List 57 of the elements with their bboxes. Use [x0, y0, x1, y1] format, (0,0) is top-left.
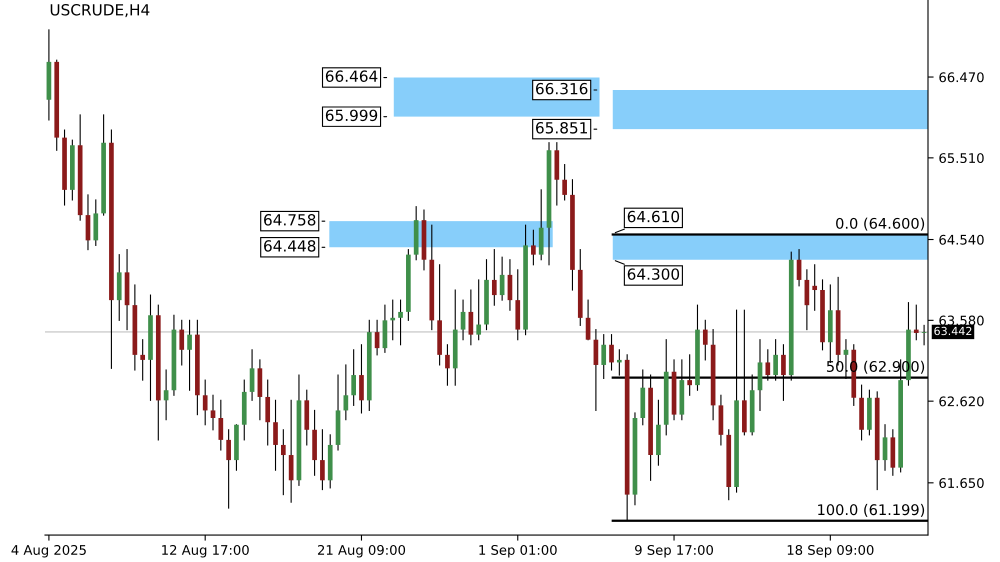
candlestick: [273, 400, 278, 471]
candlestick: [702, 320, 708, 360]
candlestick: [531, 230, 536, 266]
candlestick: [882, 424, 888, 471]
candlestick: [398, 300, 403, 346]
x-tick-label: 21 Aug 09:00: [318, 544, 406, 558]
x-tick-label: 9 Sep 17:00: [635, 544, 713, 558]
candlestick: [140, 339, 146, 381]
candlestick: [492, 249, 497, 306]
candlestick: [187, 320, 192, 391]
chart-title: USCRUDE,H4: [50, 4, 150, 18]
candlestick: [468, 289, 474, 346]
candlestick: [179, 320, 184, 366]
candlestick: [202, 380, 208, 426]
annotation: 66.316: [536, 82, 588, 94]
candlestick: [344, 364, 348, 420]
candlestick: [796, 249, 802, 286]
y-tick-label: 64.540: [939, 234, 984, 245]
y-tick-label: 63.580: [939, 316, 984, 326]
candlestick: [562, 164, 567, 201]
annotation: 64.610: [628, 210, 680, 222]
candlestick: [320, 429, 325, 490]
annotation: 64.758: [264, 214, 316, 226]
x-tick-label: 1 Sep 01:00: [479, 544, 557, 558]
y-tick-label: 61.650: [939, 478, 984, 488]
candlestick: [390, 300, 396, 340]
candlestick: [476, 279, 482, 340]
candlestick: [914, 304, 919, 340]
candlestick: [164, 369, 168, 420]
y-tick-label: 65.510: [939, 153, 984, 164]
annotation: 64.448: [264, 240, 316, 252]
candlestick: [218, 400, 224, 451]
candlestick: [226, 429, 231, 509]
candlestick: [601, 334, 606, 379]
candlestick: [210, 394, 216, 430]
annotation: 64.300: [628, 268, 680, 280]
candlestick: [812, 264, 818, 311]
annotation: 65.851: [536, 122, 587, 134]
candlestick: [374, 320, 380, 356]
y-tick-label: 66.470: [939, 72, 984, 82]
annotation: 66.464: [326, 70, 378, 82]
candlestick: [586, 300, 590, 340]
candlestick: [280, 429, 286, 496]
annotation: 65.999: [326, 110, 378, 122]
x-tick-label: 12 Aug 17:00: [162, 544, 249, 558]
candlestick: [351, 349, 356, 406]
candlestick: [250, 349, 254, 401]
x-tick-label: 4 Aug 2025: [11, 544, 86, 558]
candlestick: [500, 256, 504, 301]
ref-line-label: 100.0 (61.199): [818, 504, 924, 517]
ref-line-label: 63.442: [934, 326, 972, 336]
candlestick: [445, 344, 450, 386]
y-tick-label: 62.620: [939, 396, 984, 406]
x-tick-label: 18 Sep 09:00: [788, 544, 874, 558]
ref-line-label: 0.0 (64.600): [836, 218, 924, 231]
candlestick: [609, 334, 614, 371]
candlestick: [460, 300, 466, 340]
